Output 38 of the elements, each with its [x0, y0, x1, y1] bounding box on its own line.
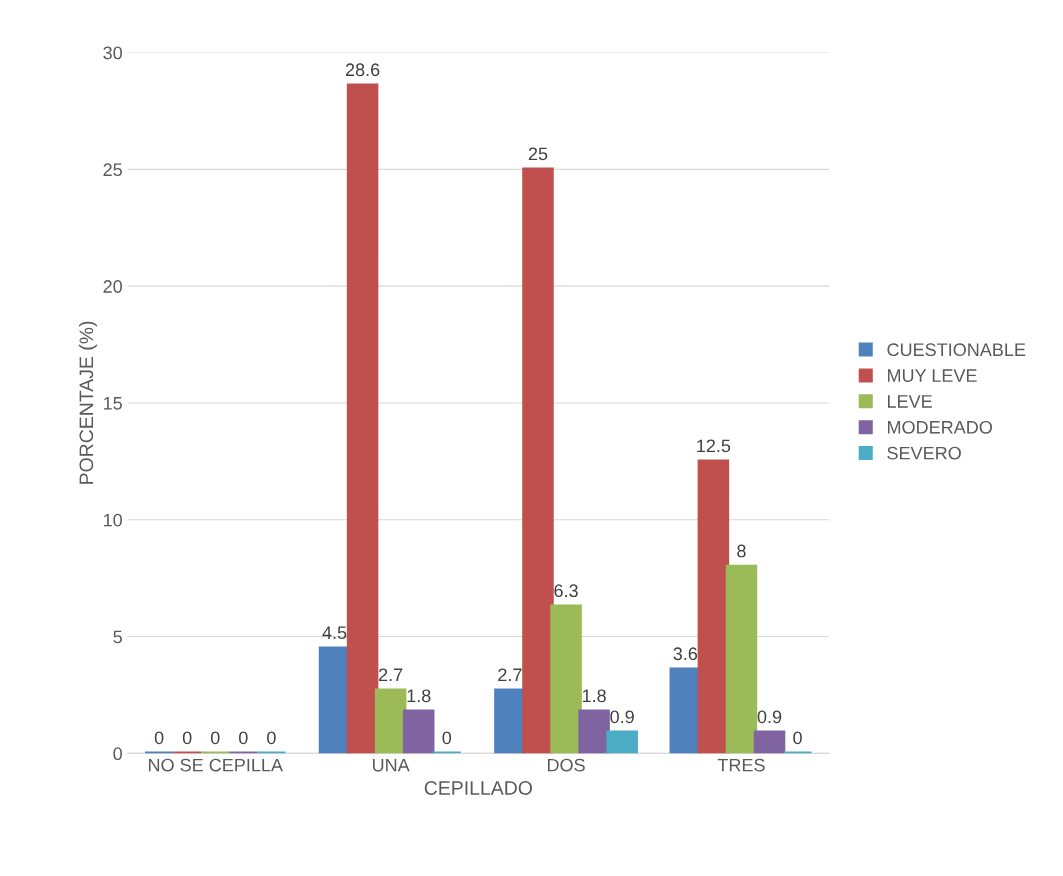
x-tick-label: UNA	[372, 758, 410, 772]
data-label: 0	[182, 731, 192, 745]
data-label: 1.8	[582, 689, 606, 703]
y-tick-label: 5	[113, 630, 122, 644]
data-label: 4.5	[322, 626, 347, 640]
y-tick-label: 20	[103, 280, 122, 293]
y-axis-title: PORCENTAJE (%)	[78, 321, 98, 484]
y-tick-label: 25	[103, 163, 122, 177]
legend-label: SEVERO	[887, 446, 961, 460]
data-label: 0.9	[610, 710, 634, 724]
data-label: 1.8	[407, 689, 431, 703]
data-label: 0	[793, 731, 802, 745]
x-tick-label: DOS	[547, 758, 585, 772]
data-label: 0	[442, 731, 452, 745]
data-label: 0.9	[757, 710, 782, 724]
data-label: 2.7	[498, 668, 522, 681]
x-axis-title: CEPILLADO	[424, 781, 532, 795]
data-label: 8	[737, 544, 746, 558]
data-label: 3.6	[673, 647, 698, 661]
y-tick-label: 10	[103, 513, 122, 527]
legend-label: CUESTIONABLE	[887, 343, 1026, 357]
legend-label: MODERADO	[887, 420, 992, 434]
data-label: 25	[528, 147, 548, 161]
legend-label: MUY LEVE	[887, 369, 977, 382]
y-tick-label: 15	[103, 397, 122, 410]
legend-label: LEVE	[887, 395, 932, 408]
data-label: 0	[267, 731, 276, 745]
x-tick-label: NO SE CEPILLA	[149, 758, 283, 772]
data-label: 2.7	[379, 668, 403, 681]
data-label: 0	[210, 731, 220, 745]
x-tick-label: TRES	[717, 758, 765, 772]
data-label: 12.5	[697, 439, 731, 453]
data-label: 0	[239, 731, 248, 745]
data-label: 6.3	[554, 584, 578, 598]
y-tick-label: 0	[113, 747, 122, 761]
y-tick-label: 30	[103, 46, 122, 60]
data-label: 28.6	[345, 63, 380, 77]
data-label: 0	[154, 731, 164, 745]
